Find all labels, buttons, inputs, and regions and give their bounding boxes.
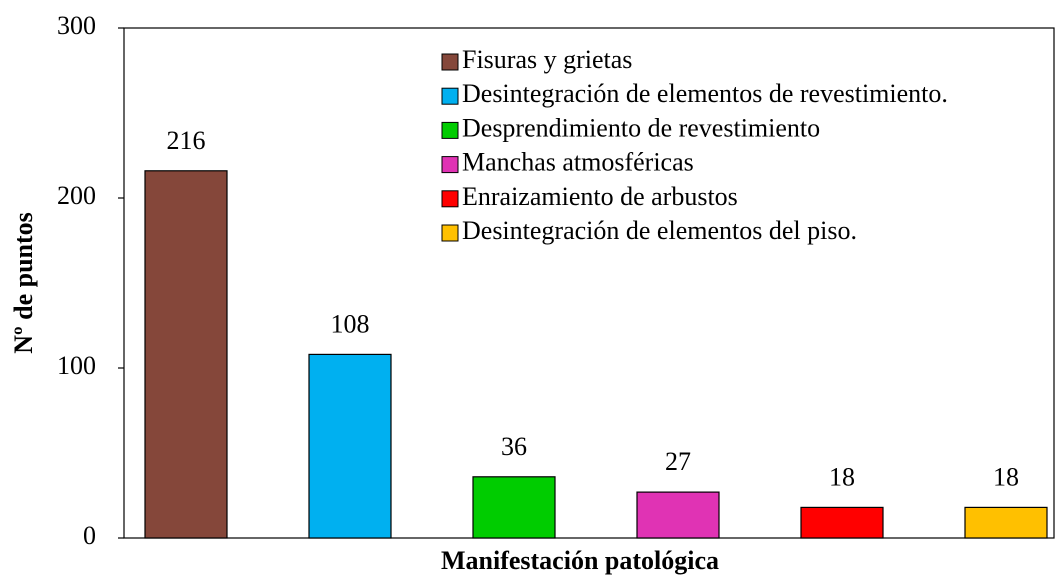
legend-swatch (441, 156, 459, 174)
y-tick-label: 300 (57, 11, 96, 40)
legend-swatch (441, 53, 459, 71)
legend-swatch (441, 224, 459, 242)
legend-label: Desprendimiento de revestimiento (462, 113, 820, 142)
y-tick-label: 100 (57, 351, 96, 380)
data-label: 36 (501, 432, 527, 461)
bar (800, 506, 884, 539)
data-label: 27 (665, 447, 691, 476)
data-label: 18 (829, 462, 855, 491)
plot-frame (123, 27, 1055, 539)
x-axis-title: Manifestación patológica (441, 546, 719, 575)
bar (636, 491, 720, 539)
legend-label: Fisuras y grietas (462, 45, 632, 74)
bar (144, 170, 228, 539)
legend-label: Desintegración de elementos del piso. (462, 216, 857, 245)
y-tick-label: 0 (83, 521, 96, 550)
bar (472, 476, 556, 539)
data-label: 18 (993, 462, 1019, 491)
legend-label: Desintegración de elementos de revestimi… (462, 79, 948, 108)
legend-label: Manchas atmosféricas (462, 148, 694, 177)
legend-label: Enraizamiento de arbustos (462, 182, 738, 211)
bar (308, 353, 392, 539)
data-label: 108 (331, 309, 370, 338)
data-label: 216 (167, 126, 206, 155)
y-tick-label: 200 (57, 181, 96, 210)
legend-swatch (441, 121, 459, 139)
bar (964, 506, 1048, 539)
y-axis-title: Nº de puntos (9, 212, 38, 354)
legend-swatch (441, 190, 459, 208)
legend-swatch (441, 87, 459, 105)
